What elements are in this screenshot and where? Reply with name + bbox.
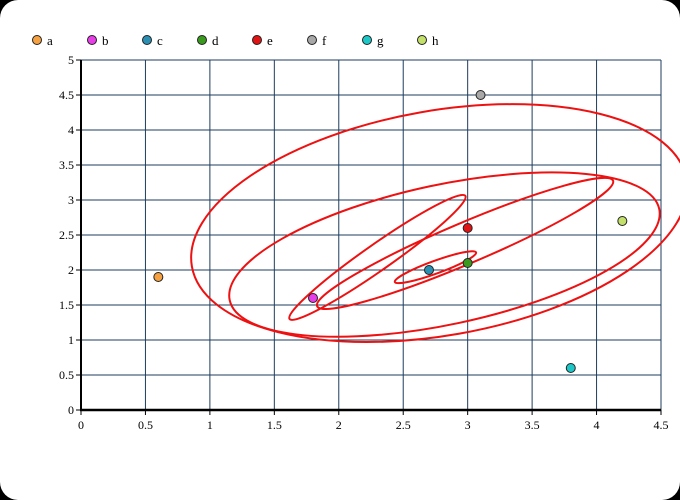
data-point-a xyxy=(153,272,164,282)
x-tick-label: 1.5 xyxy=(267,418,282,432)
ellipse-1 xyxy=(228,171,661,338)
data-point-e xyxy=(462,223,473,233)
legend-label-a: a xyxy=(47,33,53,48)
x-tick-label: 3.5 xyxy=(525,418,540,432)
ellipses xyxy=(190,103,680,344)
ellipse-3 xyxy=(288,193,467,321)
legend-label-c: c xyxy=(157,33,163,48)
data-point-b xyxy=(308,293,318,303)
legend-marker-b xyxy=(87,35,97,45)
legend-label-d: d xyxy=(212,33,219,48)
y-tick-label: 2.5 xyxy=(59,228,74,242)
legend: a b c d e f g h xyxy=(32,33,439,48)
legend-marker-a xyxy=(32,35,42,45)
legend-marker-h xyxy=(417,35,427,45)
legend-label-h: h xyxy=(432,33,439,48)
legend-marker-f xyxy=(307,35,317,45)
grid xyxy=(80,59,662,411)
tick-labels: 0 0.5 1 1.5 2 2.5 3 3.5 4 4.5 0 0.5 1 1.5 2 2.5 3 3.5 4 4.5… xyxy=(59,53,669,432)
data-point-c xyxy=(424,265,434,275)
ellipse-4 xyxy=(393,250,478,285)
legend-marker-d xyxy=(197,35,207,45)
y-tick-label: 4.5 xyxy=(59,88,74,102)
x-tick-label: 0 xyxy=(78,418,84,432)
y-tick-label: 5 xyxy=(68,53,74,67)
data-point-h xyxy=(617,216,628,226)
data-point-d xyxy=(462,258,473,268)
y-tick-label: 1.5 xyxy=(59,298,74,312)
ellipse-0 xyxy=(190,103,680,344)
legend-marker-c xyxy=(142,35,152,45)
x-tick-label: 2.5 xyxy=(396,418,411,432)
data-point-g xyxy=(565,363,576,373)
x-tick-label: 0.5 xyxy=(138,418,153,432)
x-tick-label: 4.5 xyxy=(654,418,669,432)
x-tick-label: 4 xyxy=(594,418,600,432)
data-point-f xyxy=(475,90,486,100)
x-tick-label: 3 xyxy=(465,418,471,432)
y-tick-label: 4 xyxy=(68,123,74,137)
ellipse-2 xyxy=(315,176,615,310)
y-tick-label: 3 xyxy=(68,193,74,207)
y-tick-label: 0 xyxy=(68,403,74,417)
legend-marker-g xyxy=(362,35,372,45)
legend-label-g: g xyxy=(377,33,384,48)
y-tick-label: 2 xyxy=(68,263,74,277)
legend-label-b: b xyxy=(102,33,109,48)
data-points xyxy=(153,90,628,373)
legend-marker-e xyxy=(252,35,262,45)
legend-label-e: e xyxy=(267,33,273,48)
y-tick-label: 3.5 xyxy=(59,158,74,172)
legend-label-f: f xyxy=(322,33,327,48)
y-tick-label: 0.5 xyxy=(59,368,74,382)
y-tick-label: 1 xyxy=(68,333,74,347)
x-tick-label: 1 xyxy=(207,418,213,432)
x-tick-label: 2 xyxy=(336,418,342,432)
